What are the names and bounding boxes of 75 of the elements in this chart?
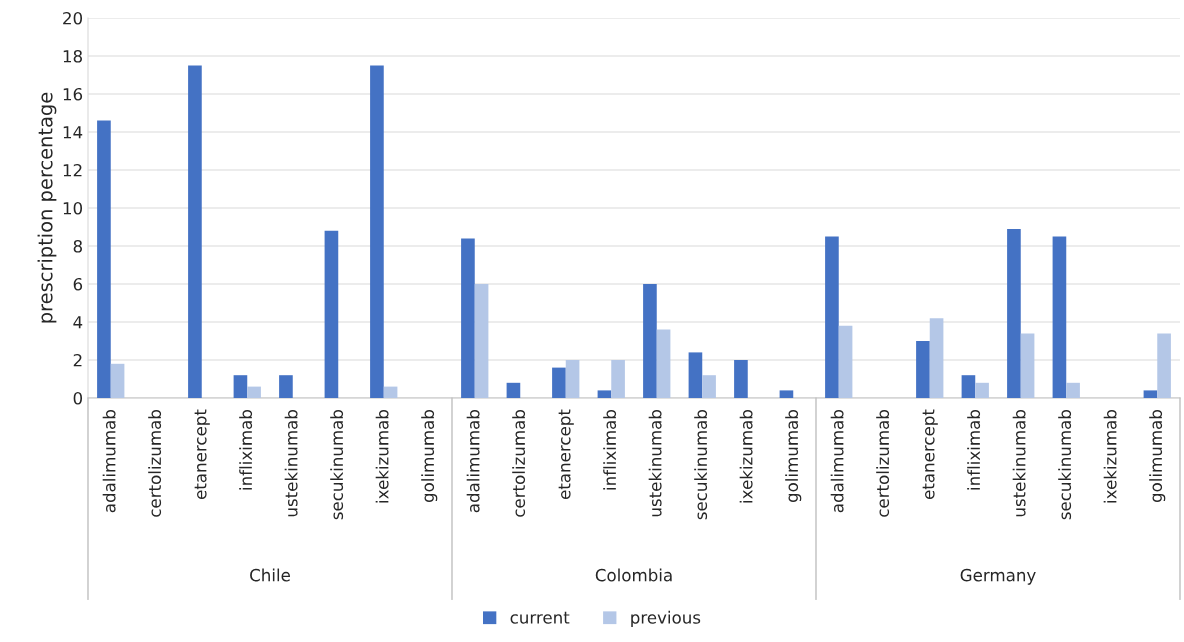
x-tick-label: adalimumab bbox=[830, 410, 844, 513]
bar bbox=[734, 360, 748, 398]
x-tick-label: adalimumab bbox=[102, 410, 116, 513]
bar bbox=[474, 284, 489, 398]
y-tick-label: 8 bbox=[73, 239, 82, 253]
x-tick-label: certolizumab bbox=[876, 410, 890, 517]
bar bbox=[779, 390, 794, 398]
x-tick-label: golimumab bbox=[1149, 410, 1166, 503]
y-tick-label: 4 bbox=[73, 316, 83, 329]
bar bbox=[838, 325, 853, 398]
bar bbox=[702, 375, 716, 398]
bar bbox=[643, 284, 657, 398]
y-tick-label: 14 bbox=[63, 126, 83, 139]
bar bbox=[370, 65, 384, 398]
bar bbox=[247, 386, 261, 398]
y-tick-label: 16 bbox=[63, 87, 83, 101]
x-tick-label: ixekizumab bbox=[1103, 410, 1117, 503]
bar bbox=[461, 238, 475, 398]
bar bbox=[656, 329, 671, 398]
y-tick-label: 0 bbox=[73, 391, 83, 405]
x-tick-label: golimumab bbox=[421, 410, 438, 503]
bar bbox=[1007, 228, 1021, 398]
y-tick-label: 20 bbox=[63, 11, 83, 25]
x-tick-label: infliximab bbox=[239, 410, 253, 490]
bar bbox=[188, 65, 202, 398]
bar bbox=[1020, 333, 1035, 398]
bar bbox=[110, 363, 125, 398]
bar bbox=[597, 390, 612, 398]
bar bbox=[611, 360, 625, 398]
y-axis-title: prescription percentage bbox=[37, 92, 57, 323]
x-tick-label: ustekinumab bbox=[1012, 410, 1026, 517]
text: Chile bbox=[250, 568, 290, 582]
bar bbox=[1143, 390, 1158, 398]
text: Germany bbox=[960, 568, 1036, 585]
bar bbox=[825, 236, 839, 398]
bar bbox=[565, 360, 580, 398]
x-tick-label: certolizumab bbox=[148, 410, 162, 517]
x-tick-label: secukinumab bbox=[330, 410, 344, 520]
bar bbox=[929, 318, 944, 398]
x-tick-label: adalimumab bbox=[466, 410, 480, 513]
bar bbox=[975, 382, 989, 398]
x-tick-label: ixekizumab bbox=[739, 410, 753, 503]
bar bbox=[506, 382, 521, 398]
bar bbox=[1157, 333, 1171, 398]
bar bbox=[1052, 236, 1067, 398]
y-tick-label: 6 bbox=[73, 277, 83, 291]
bar bbox=[961, 375, 976, 398]
x-tick-label: ustekinumab bbox=[648, 410, 662, 517]
x-tick-label: secukinumab bbox=[1058, 410, 1072, 520]
legend-label: previous bbox=[631, 610, 701, 627]
y-tick-label: 10 bbox=[63, 201, 83, 215]
y-tick-label: 2 bbox=[73, 353, 82, 367]
y-tick-label: 12 bbox=[63, 163, 82, 177]
bar bbox=[916, 341, 930, 398]
x-tick-label: golimumab bbox=[785, 410, 802, 503]
y-tick-label: 18 bbox=[63, 49, 82, 63]
x-tick-label: etanercept bbox=[922, 409, 938, 500]
bar bbox=[1066, 382, 1080, 398]
bar bbox=[688, 352, 703, 398]
x-tick-label: infliximab bbox=[967, 410, 981, 490]
x-tick-label: ixekizumab bbox=[375, 410, 389, 503]
x-tick-label: ustekinumab bbox=[284, 410, 298, 517]
bar bbox=[279, 375, 293, 398]
text: Colombia bbox=[595, 568, 672, 582]
x-tick-label: etanercept bbox=[558, 409, 574, 500]
bar bbox=[233, 375, 248, 398]
bar bbox=[383, 386, 398, 398]
x-tick-label: secukinumab bbox=[694, 410, 708, 520]
x-tick-label: etanercept bbox=[194, 409, 210, 500]
bar bbox=[324, 230, 339, 398]
x-tick-label: infliximab bbox=[603, 410, 617, 490]
legend-label: current bbox=[510, 611, 570, 624]
bar bbox=[552, 367, 566, 398]
x-tick-label: certolizumab bbox=[512, 410, 526, 517]
bar bbox=[97, 120, 111, 398]
